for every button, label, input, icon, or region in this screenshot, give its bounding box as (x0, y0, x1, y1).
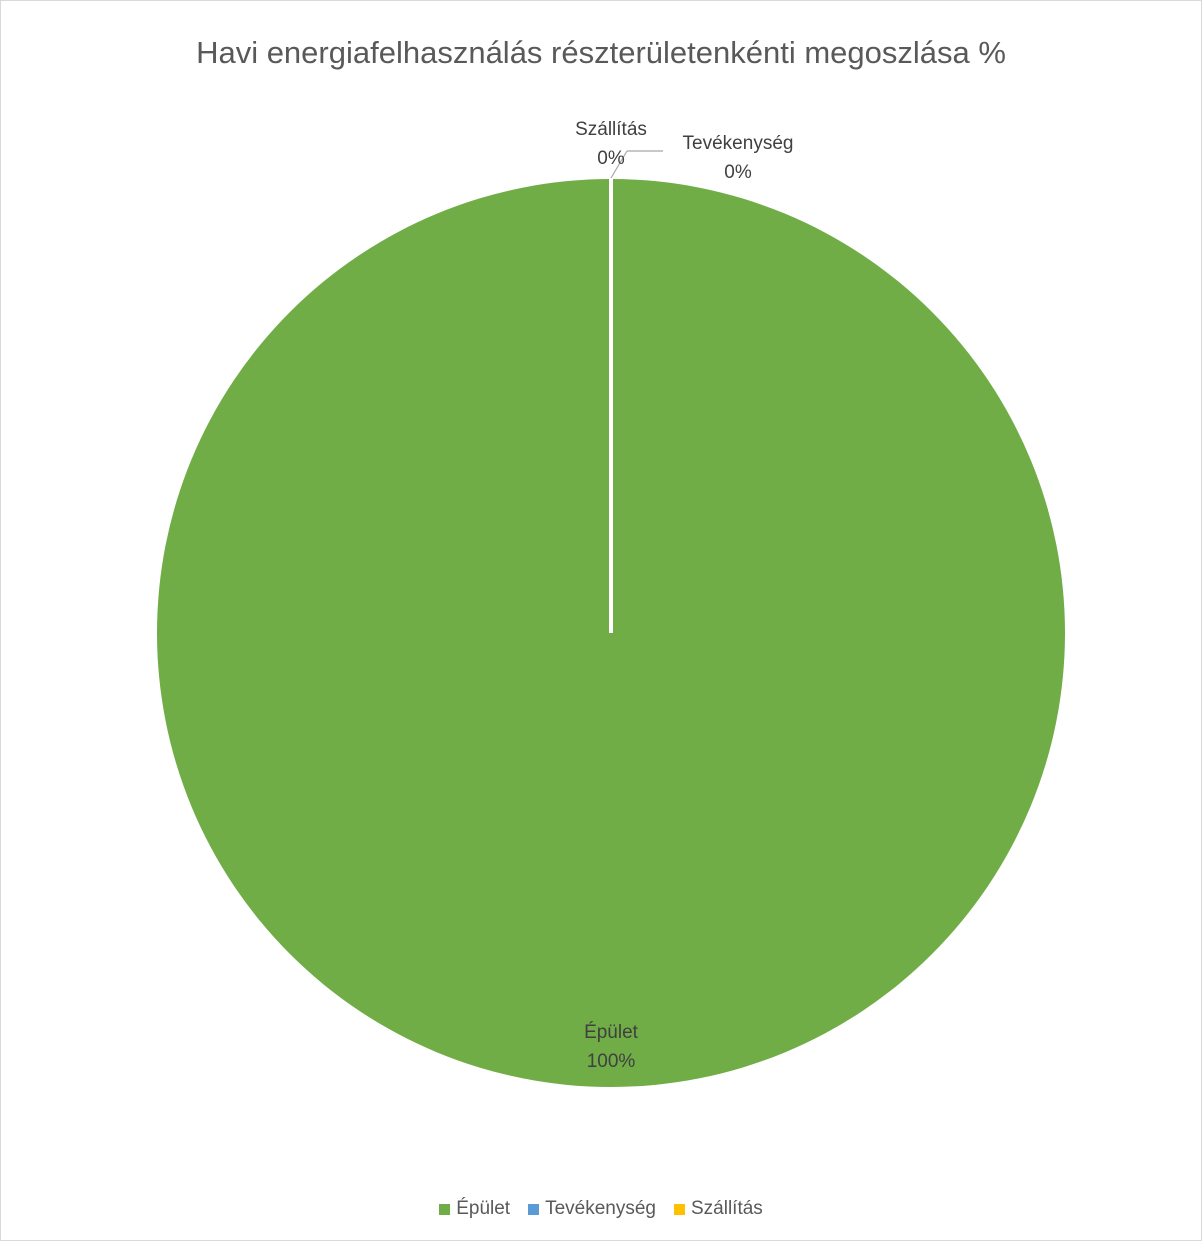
legend-item-epulet: Épület (439, 1198, 510, 1220)
legend-label-szallitas: Szállítás (690, 1198, 763, 1219)
data-label-szallitas-value: 0% (597, 148, 625, 169)
chart-title: Havi energiafelhasználás részterületenké… (196, 35, 1006, 70)
data-label-epulet-value: 100% (587, 1051, 636, 1072)
legend-swatch-szallitas (673, 1203, 685, 1215)
legend-label-epulet: Épület (456, 1198, 511, 1219)
data-label-epulet-name: Épület (584, 1022, 639, 1043)
legend-item-szallitas: Szállítás (673, 1198, 763, 1220)
legend-item-tevekenyseg: Tevékenység (528, 1198, 656, 1220)
data-label-tevekenyseg-name: Tevékenység (683, 133, 794, 154)
legend-swatch-tevekenyseg (528, 1203, 540, 1215)
legend-label-tevekenyseg: Tevékenység (545, 1198, 656, 1219)
leader-line-tevekenyseg (610, 150, 628, 179)
chart-legend: Épület Tevékenység Szállítás (1, 1198, 1201, 1220)
legend-swatch-epulet (439, 1203, 451, 1215)
data-label-tevekenyseg-value: 0% (724, 162, 752, 183)
data-label-szallitas-name: Szállítás (575, 119, 647, 140)
